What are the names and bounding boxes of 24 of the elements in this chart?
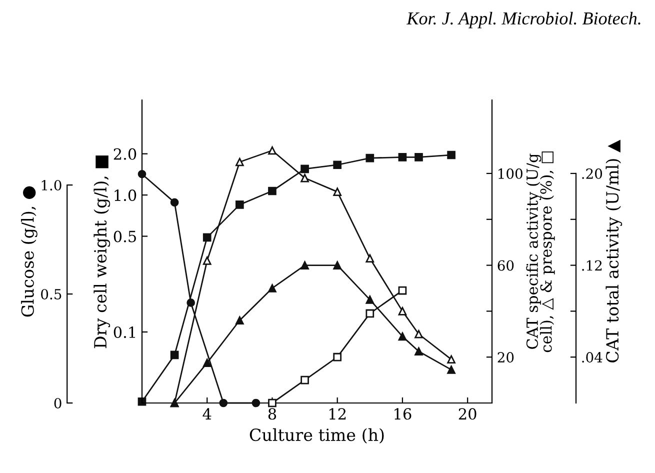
y3-tick-label: .12 bbox=[582, 260, 602, 271]
y3-tick-label: .04 bbox=[582, 352, 602, 363]
text: Kor. J. Appl. Microbiol. Biotech. bbox=[406, 12, 640, 28]
y2-tick-label: 100 bbox=[498, 168, 522, 179]
y2-tick-label: 20 bbox=[498, 352, 514, 363]
x-axis-title: Culture time (h) bbox=[250, 428, 384, 444]
y3-tick-label: 1.0 bbox=[42, 180, 62, 190]
y2-axis-title: CAT specific activity (U/g cell), △ & prespore (%), □ bbox=[526, 151, 555, 352]
x-tick-label: 4 bbox=[202, 408, 212, 420]
y-tick-label: 0.1 bbox=[114, 326, 135, 338]
x-tick-label: 12 bbox=[329, 408, 346, 420]
y3-axis-title: Glucose (g/l), ● bbox=[21, 186, 38, 317]
y3-tick-label: 0 bbox=[54, 398, 62, 408]
y3-tick-label: .20 bbox=[582, 168, 602, 179]
x-tick-label: 16 bbox=[394, 408, 412, 420]
y3-axis-title: CAT total activity (U/ml) ▲ bbox=[606, 140, 622, 362]
y-axis-title: Dry cell weight (g/l), ■ bbox=[94, 156, 110, 348]
y2-tick-label: 60 bbox=[498, 260, 514, 271]
x-tick-label: 8 bbox=[268, 408, 276, 420]
y-tick-label: 2.0 bbox=[114, 148, 136, 160]
y-tick-label: 0.5 bbox=[114, 230, 136, 242]
y-tick-label: 1.0 bbox=[114, 189, 136, 202]
x-tick-label: 20 bbox=[458, 408, 476, 420]
y3-tick-label: 0.5 bbox=[41, 288, 62, 300]
